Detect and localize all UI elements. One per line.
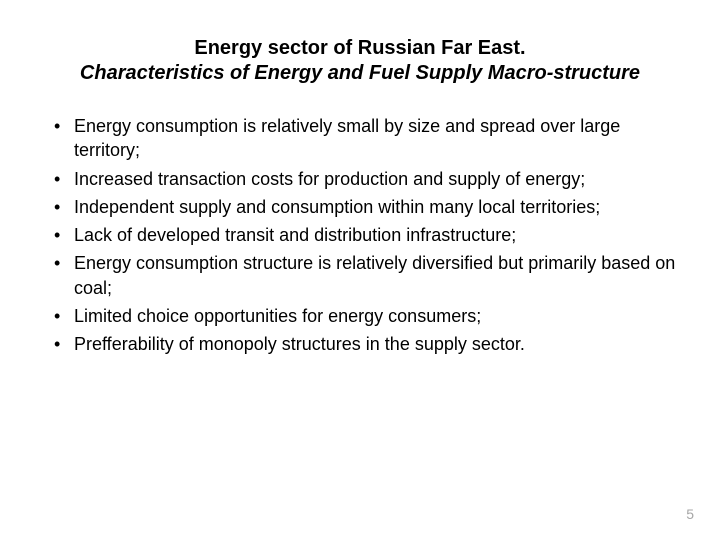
list-item: Prefferability of monopoly structures in… xyxy=(50,332,680,356)
page-number: 5 xyxy=(686,506,694,522)
bullet-list: Energy consumption is relatively small b… xyxy=(50,114,680,357)
slide: Energy sector of Russian Far East. Chara… xyxy=(0,0,720,540)
list-item: Lack of developed transit and distributi… xyxy=(50,223,680,247)
list-item: Independent supply and consumption withi… xyxy=(50,195,680,219)
list-item: Increased transaction costs for producti… xyxy=(50,167,680,191)
list-item: Energy consumption structure is relative… xyxy=(50,251,680,300)
list-item: Energy consumption is relatively small b… xyxy=(50,114,680,163)
title-line-1: Energy sector of Russian Far East. xyxy=(48,36,672,61)
slide-title: Energy sector of Russian Far East. Chara… xyxy=(0,0,720,86)
list-item: Limited choice opportunities for energy … xyxy=(50,304,680,328)
title-line-2: Characteristics of Energy and Fuel Suppl… xyxy=(48,61,672,86)
